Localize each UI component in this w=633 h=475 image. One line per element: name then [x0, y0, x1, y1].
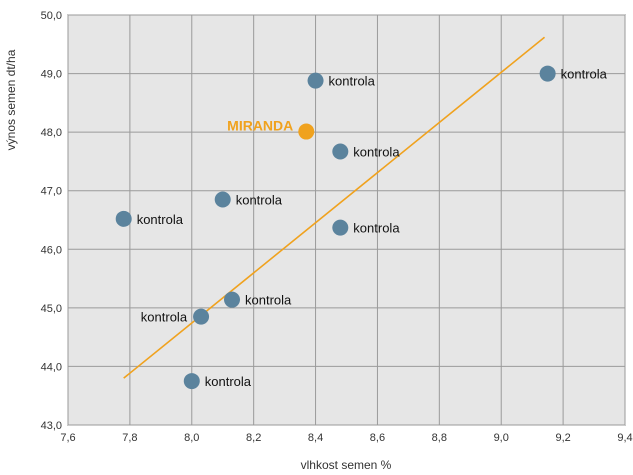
point-label-highlight: MIRANDA: [227, 118, 293, 134]
y-axis-title: výnos semen dt/ha: [4, 49, 18, 150]
point-label: kontrola: [141, 310, 188, 325]
y-axis-ticks: 43,0 44,0 45,0 46,0 47,0 48,0 49,0 50,0: [41, 10, 62, 432]
x-tick-label: 7,8: [122, 432, 137, 444]
plot-area: [67, 14, 626, 426]
y-tick-label: 49,0: [41, 69, 62, 81]
x-tick-label: 8,4: [308, 432, 323, 444]
x-tick-label: 8,6: [370, 432, 385, 444]
point-label: kontrola: [329, 74, 376, 89]
x-tick-label: 8,0: [184, 432, 199, 444]
x-tick-label: 8,2: [246, 432, 261, 444]
data-point: [193, 308, 210, 325]
data-point: [332, 219, 349, 236]
point-label: kontrola: [137, 212, 184, 227]
point-label: kontrola: [353, 221, 400, 236]
x-axis-ticks: 7,6 7,8 8,0 8,2 8,4 8,6 8,8 9,0 9,2 9,4: [60, 432, 632, 444]
x-tick-label: 7,6: [60, 432, 75, 444]
point-label: kontrola: [245, 293, 292, 308]
y-tick-label: 44,0: [41, 361, 62, 373]
point-label: kontrola: [205, 374, 252, 389]
x-tick-label: 9,4: [617, 432, 632, 444]
trend-line: [123, 36, 546, 379]
data-point: [183, 373, 200, 390]
data-point: [307, 72, 324, 89]
data-point: [332, 143, 349, 160]
x-tick-label: 9,2: [555, 432, 570, 444]
data-point: [214, 191, 231, 208]
point-labels: kontrola kontrola kontrola kontrola kontrola…: [137, 67, 608, 390]
data-point: [115, 210, 132, 227]
y-tick-label: 46,0: [41, 244, 62, 256]
grid-lines: [67, 14, 626, 426]
y-tick-label: 43,0: [41, 420, 62, 432]
x-tick-label: 9,0: [494, 432, 509, 444]
point-label: kontrola: [561, 67, 608, 82]
data-point-highlight: [298, 123, 315, 140]
y-tick-label: 50,0: [41, 10, 62, 22]
data-points: [115, 65, 556, 390]
x-tick-label: 8,8: [432, 432, 447, 444]
data-point: [224, 291, 241, 308]
y-tick-label: 47,0: [41, 186, 62, 198]
data-point: [539, 65, 556, 82]
x-axis-title: vlhkost semen %: [301, 458, 392, 472]
y-tick-label: 48,0: [41, 127, 62, 139]
y-tick-label: 45,0: [41, 303, 62, 315]
point-label: kontrola: [236, 193, 283, 208]
point-label: kontrola: [353, 144, 400, 159]
